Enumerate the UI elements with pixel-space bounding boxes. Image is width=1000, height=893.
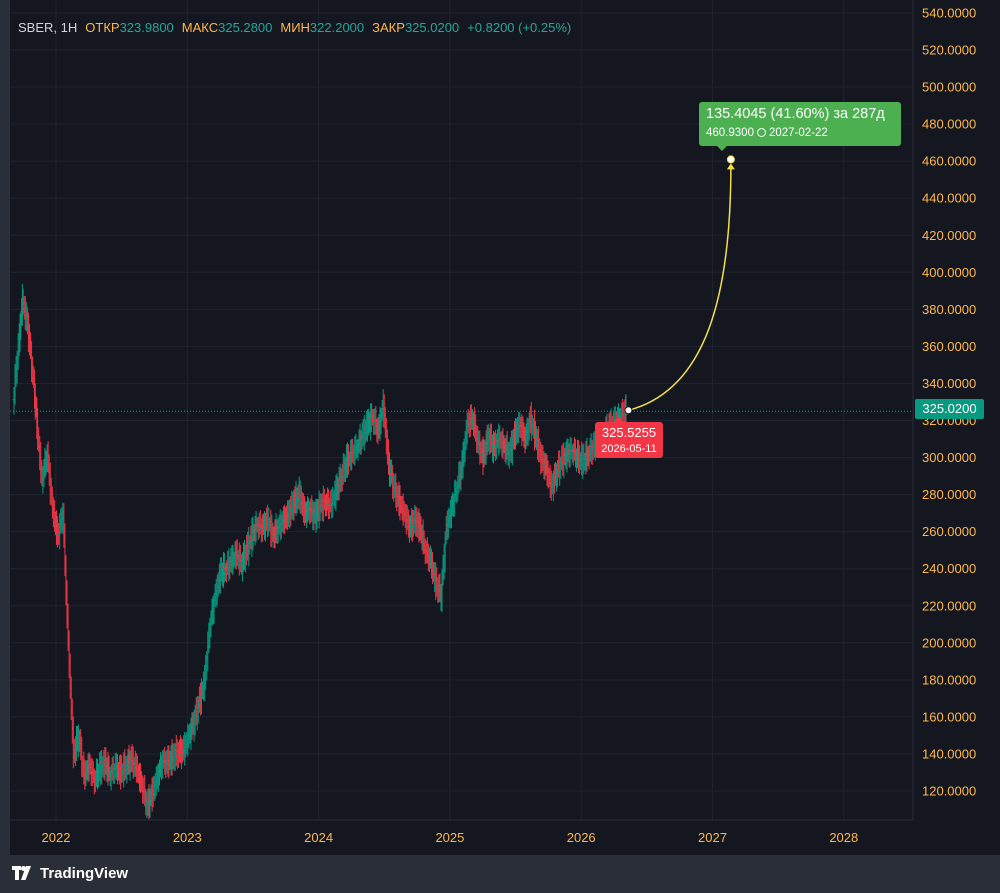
price-tick-label: 380.0000 — [922, 302, 976, 317]
price-tick-label: 440.0000 — [922, 191, 976, 206]
projection-target-price: 460.9300 — [706, 127, 754, 139]
high-label: МАКС — [181, 20, 219, 35]
price-tick-label: 400.0000 — [922, 265, 976, 280]
close-label: ЗАКР — [372, 20, 405, 35]
open-label: ОТКР — [85, 20, 120, 35]
price-tick-label: 220.0000 — [922, 598, 976, 613]
price-tick-label: 500.0000 — [922, 80, 976, 95]
time-tick-label: 2025 — [435, 830, 464, 845]
projection-curve — [628, 165, 732, 411]
price-tick-label: 520.0000 — [922, 43, 976, 58]
time-axis: 2022 2023 2024 2025 2026 2027 2028 — [42, 830, 859, 845]
price-axis: 540.0000 520.0000 500.0000 480.0000 460.0000… — [922, 5, 976, 798]
last-price-tag: 325.0200 — [915, 399, 984, 419]
price-tick-label: 340.0000 — [922, 376, 976, 391]
projection-start-price: 325.5255 — [601, 425, 657, 440]
projection-start-point — [624, 406, 633, 415]
price-tick-label: 180.0000 — [922, 672, 976, 687]
badge-pointer — [717, 146, 727, 151]
open-value: 323.9800 — [119, 20, 174, 35]
projection-target-badge[interactable]: 135.4045 (41.60%) за 287д 460.9300 2027-0… — [699, 102, 901, 151]
price-tick-label: 140.0000 — [922, 746, 976, 761]
price-tick-label: 480.0000 — [922, 117, 976, 132]
time-tick-label: 2024 — [304, 830, 333, 845]
projection-arrowhead — [726, 163, 735, 170]
price-tick-label: 240.0000 — [922, 561, 976, 576]
time-tick-label: 2027 — [698, 830, 727, 845]
tradingview-logo-icon — [12, 866, 34, 880]
time-tick-label: 2026 — [567, 830, 596, 845]
price-tick-label: 360.0000 — [922, 339, 976, 354]
clock-icon — [756, 128, 766, 137]
high-value: 325.2800 — [218, 20, 273, 35]
low-value: 322.2000 — [309, 20, 365, 35]
close-value: 325.0200 — [404, 20, 460, 35]
low-label: МИН — [280, 20, 310, 35]
price-tick-label: 160.0000 — [922, 709, 976, 724]
projection-target-date: 2027-02-22 — [768, 127, 828, 139]
price-tick-label: 420.0000 — [922, 228, 976, 243]
change-value: +0.8200 (+0.25%) — [467, 20, 572, 35]
brand-name: TradingView — [40, 864, 129, 882]
price-chart[interactable]: 540.0000 520.0000 500.0000 480.0000 460.0000… — [10, 0, 1000, 855]
projection-change-text: 135.4045 (41.60%) за 287д — [706, 106, 885, 122]
price-tick-label: 200.0000 — [922, 635, 976, 650]
footer-bar — [0, 855, 1000, 893]
badge-pointer — [614, 417, 624, 422]
ohlc-legend: SBER, 1H ОТКР323.9800 МАКС325.2800 МИН322.2… — [18, 20, 572, 35]
time-tick-label: 2028 — [829, 830, 858, 845]
price-tick-label: 460.0000 — [922, 154, 976, 169]
projection-start-date: 2026-05-11 — [601, 443, 657, 455]
price-tick-label: 120.0000 — [922, 784, 976, 799]
projection-target-info: 460.9300 2027-02-22 — [706, 127, 828, 139]
grid — [10, 0, 913, 820]
time-tick-label: 2022 — [42, 830, 71, 845]
price-tick-label: 540.0000 — [922, 5, 976, 20]
interval[interactable]: 1H — [60, 20, 78, 35]
price-tick-label: 260.0000 — [922, 524, 976, 539]
time-tick-label: 2023 — [173, 830, 202, 845]
price-tick-label: 300.0000 — [922, 450, 976, 465]
tradingview-logo[interactable]: TradingView — [12, 864, 128, 882]
projection-start-badge[interactable]: 325.5255 2026-05-11 — [595, 417, 663, 458]
price-tick-label: 280.0000 — [922, 487, 976, 502]
ohlc-bars — [12, 283, 628, 820]
projection-end-point — [726, 155, 735, 164]
symbol[interactable]: SBER — [18, 20, 54, 35]
